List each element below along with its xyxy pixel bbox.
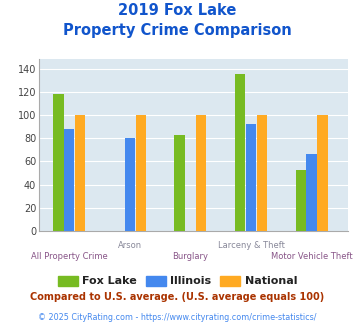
Text: Burglary: Burglary xyxy=(173,252,208,261)
Text: Property Crime Comparison: Property Crime Comparison xyxy=(63,23,292,38)
Bar xyxy=(235,75,245,231)
Bar xyxy=(125,138,135,231)
Bar xyxy=(136,115,146,231)
Text: All Property Crime: All Property Crime xyxy=(31,252,108,261)
Bar xyxy=(53,94,64,231)
Text: 2019 Fox Lake: 2019 Fox Lake xyxy=(118,3,237,18)
Text: Compared to U.S. average. (U.S. average equals 100): Compared to U.S. average. (U.S. average … xyxy=(31,292,324,302)
Bar xyxy=(64,129,75,231)
Bar xyxy=(306,154,317,231)
Text: Motor Vehicle Theft: Motor Vehicle Theft xyxy=(271,252,353,261)
Legend: Fox Lake, Illinois, National: Fox Lake, Illinois, National xyxy=(53,271,302,291)
Bar xyxy=(246,124,256,231)
Bar xyxy=(295,170,306,231)
Bar xyxy=(196,115,207,231)
Text: © 2025 CityRating.com - https://www.cityrating.com/crime-statistics/: © 2025 CityRating.com - https://www.city… xyxy=(38,314,317,322)
Text: Larceny & Theft: Larceny & Theft xyxy=(218,241,284,250)
Text: Arson: Arson xyxy=(118,241,142,250)
Bar xyxy=(174,135,185,231)
Bar xyxy=(317,115,328,231)
Bar xyxy=(257,115,267,231)
Bar xyxy=(75,115,86,231)
